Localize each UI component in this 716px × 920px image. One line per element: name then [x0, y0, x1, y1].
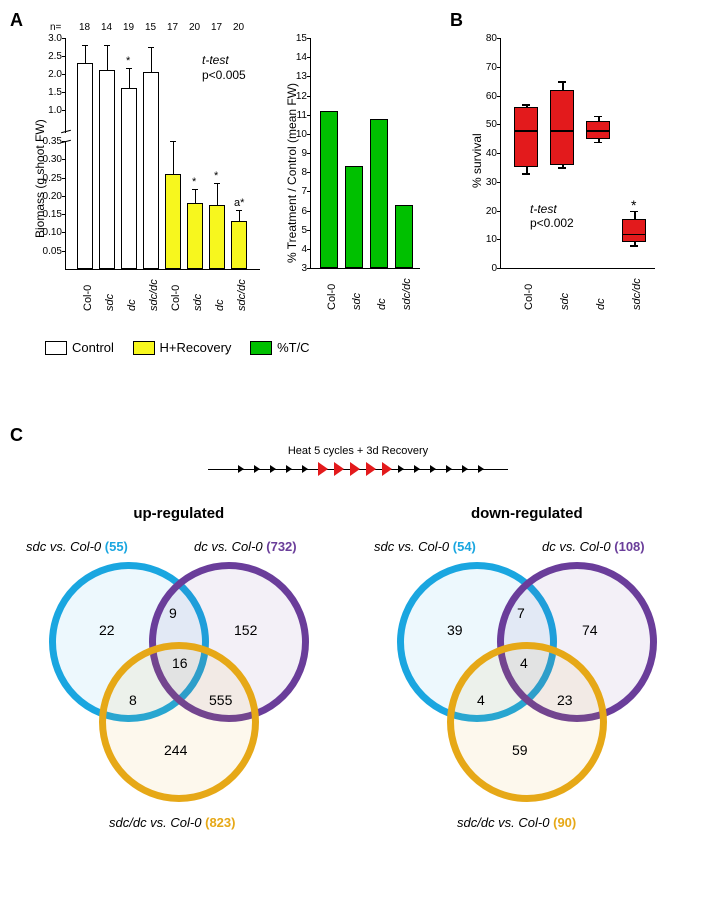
down-title: down-regulated [471, 505, 583, 522]
panel-c: Heat 5 cycles + 3d Recovery up-regulated… [10, 410, 706, 837]
legend-label-heat: H+Recovery [160, 340, 232, 355]
panel-b: B % survival 01020304050607080Col-0sdcdc… [450, 10, 700, 350]
panel-a-legend: Control H+Recovery %T/C [45, 340, 325, 358]
legend-box-tc [250, 341, 272, 355]
legend-heat: H+Recovery [133, 340, 232, 355]
b-ttest: t-test [530, 202, 557, 216]
figure-root: A Biomass (g shoot FW) 1.01.52.02.53.00.… [10, 10, 706, 837]
legend-tc: %T/C [250, 340, 310, 355]
legend-box-control [45, 341, 67, 355]
venn-up: 229152168555244sdc vs. Col-0 (55)dc vs. … [34, 547, 334, 837]
legend-box-heat [133, 341, 155, 355]
b-pval: p<0.002 [530, 216, 574, 230]
arrow-strip [208, 460, 508, 480]
legend-label-control: Control [72, 340, 114, 355]
legend-label-tc: %T/C [277, 340, 310, 355]
treatment-label: Heat 5 cycles + 3d Recovery [10, 445, 706, 457]
up-title: up-regulated [133, 505, 224, 522]
pval-label: p<0.005 [202, 68, 246, 82]
panel-b-label: B [450, 10, 463, 31]
venn-down: 39774442359sdc vs. Col-0 (54)dc vs. Col-… [382, 547, 682, 837]
legend-control: Control [45, 340, 114, 355]
n-label: n= [50, 22, 61, 33]
survival-boxplot: % survival 01020304050607080Col-0sdcdcsd… [500, 38, 655, 268]
percent-tc-chart: % Treatment / Control (mean FW) 34567891… [310, 38, 420, 268]
ttest-label: t-test [202, 53, 229, 67]
